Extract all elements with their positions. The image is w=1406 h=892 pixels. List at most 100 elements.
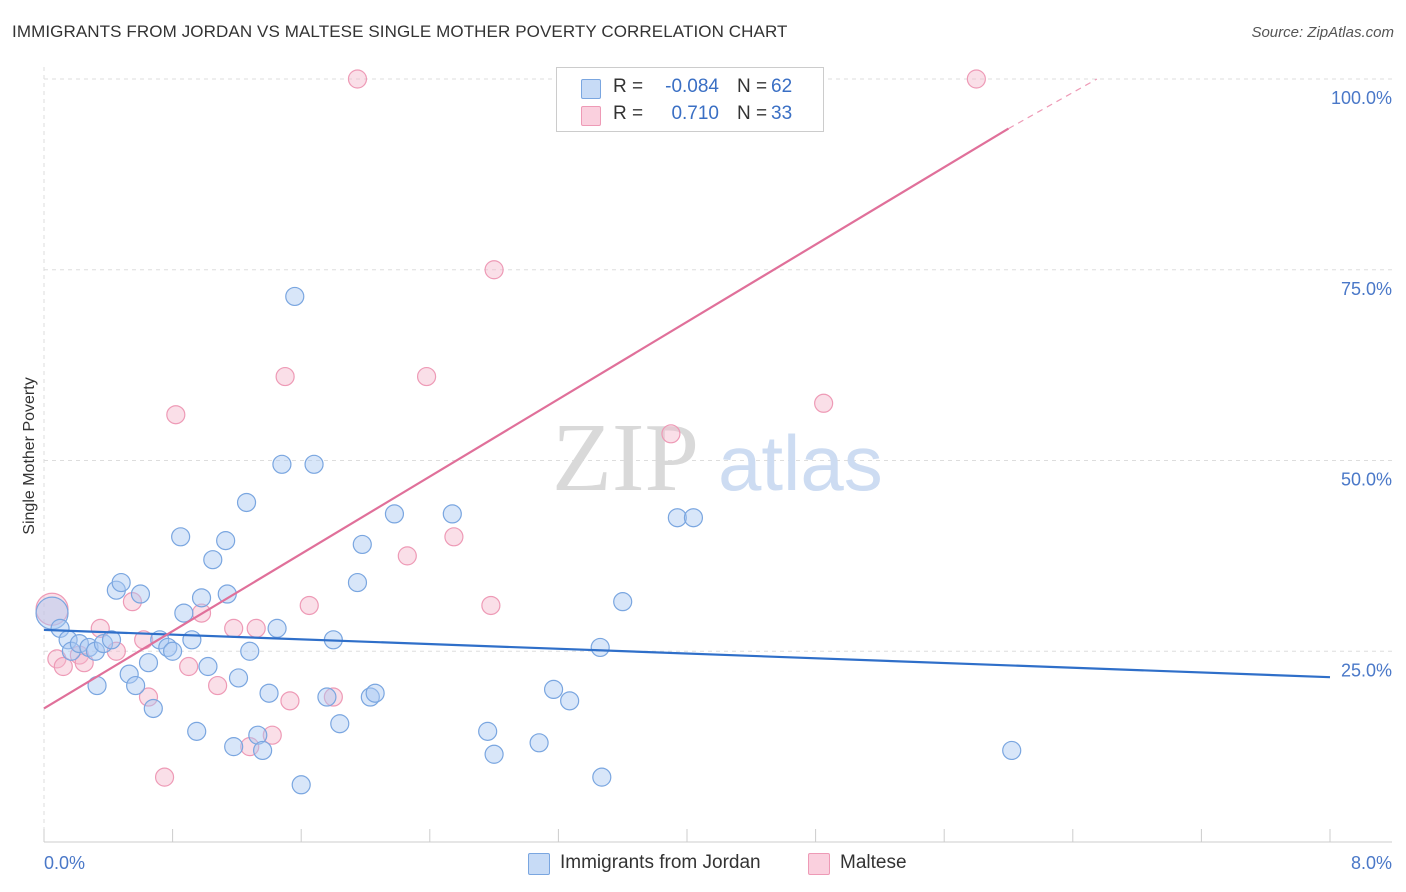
jordan-point xyxy=(590,637,610,658)
jordan-trend-line xyxy=(43,628,1331,679)
legend-swatch-jordan xyxy=(581,79,601,99)
legend-n-label: N = xyxy=(737,76,768,97)
maltese-point xyxy=(481,595,501,616)
jordan-point xyxy=(683,508,704,528)
jordan-point xyxy=(1002,740,1022,761)
jordan-point xyxy=(130,584,151,604)
maltese-point xyxy=(208,675,228,696)
jordan-point xyxy=(613,592,633,612)
maltese-point xyxy=(347,69,368,89)
maltese-point xyxy=(814,393,834,413)
watermark-zip: ZIP xyxy=(552,404,699,512)
jordan-point xyxy=(291,775,311,795)
maltese-point xyxy=(240,737,260,757)
maltese-point xyxy=(661,424,681,444)
maltese-point xyxy=(74,653,94,673)
maltese-point xyxy=(966,69,986,89)
maltese-point xyxy=(138,687,159,707)
legend-r-label: R = xyxy=(613,103,644,124)
maltese-point xyxy=(280,691,300,711)
maltese-point xyxy=(416,366,437,387)
source-label: Source: ZipAtlas.com xyxy=(1251,24,1394,41)
jordan-point xyxy=(240,641,260,661)
watermark-atlas: atlas xyxy=(718,419,883,507)
jordan-point xyxy=(478,721,498,741)
jordan-point xyxy=(182,630,202,650)
jordan-point xyxy=(484,744,504,764)
jordan-point xyxy=(347,572,368,593)
jordan-point xyxy=(119,664,139,684)
legend-row-maltese: R = 0.710 N = 33 xyxy=(557,100,823,128)
maltese-trend-line xyxy=(43,127,1010,710)
bottom-legend-maltese: Maltese xyxy=(808,851,928,877)
jordan-point xyxy=(163,641,183,661)
maltese-point xyxy=(444,527,464,547)
jordan-point xyxy=(365,683,385,703)
jordan-point xyxy=(248,725,268,745)
jordan-point xyxy=(111,572,131,593)
jordan-point xyxy=(267,618,287,638)
legend-n-label: N = xyxy=(737,103,768,124)
jordan-point xyxy=(560,691,580,711)
jordan-point xyxy=(352,534,372,555)
jordan-point xyxy=(529,733,549,753)
maltese-point xyxy=(154,767,175,787)
x-tick-marks xyxy=(43,829,1331,842)
maltese-point xyxy=(275,366,295,387)
bottom-legend-swatch-jordan xyxy=(528,853,550,875)
jordan-point xyxy=(126,675,146,696)
maltese-point xyxy=(323,687,343,707)
maltese-trend-extension xyxy=(1008,78,1098,130)
maltese-point xyxy=(246,618,266,638)
y-tick-label-25: 25.0% xyxy=(1341,660,1392,680)
jordan-point xyxy=(253,740,273,761)
legend-row-jordan: R = -0.084 N = 62 xyxy=(557,73,823,101)
jordan-point xyxy=(592,767,612,787)
maltese-point xyxy=(166,405,186,425)
jordan-point xyxy=(272,454,292,474)
jordan-point xyxy=(317,687,337,707)
jordan-point xyxy=(216,531,236,551)
legend-n-value-maltese: 33 xyxy=(771,103,793,124)
jordan-point xyxy=(187,721,207,741)
jordan-points xyxy=(35,286,1022,795)
jordan-point xyxy=(191,588,212,608)
bottom-legend-label-jordan: Immigrants from Jordan xyxy=(560,852,761,873)
jordan-point xyxy=(236,492,257,513)
x-tick-label-right: 8.0% xyxy=(1351,853,1392,873)
maltese-point xyxy=(262,725,282,745)
y-tick-label-100: 100.0% xyxy=(1331,88,1392,108)
legend-n-value-jordan: 62 xyxy=(771,76,793,97)
jordan-point xyxy=(384,504,405,524)
y-axis-label: Single Mother Poverty xyxy=(21,377,38,534)
jordan-point xyxy=(304,454,324,474)
jordan-point xyxy=(198,656,218,677)
jordan-point xyxy=(203,550,223,570)
jordan-point xyxy=(50,618,70,638)
jordan-point xyxy=(224,737,244,757)
legend-r-value-maltese: 0.710 xyxy=(671,103,719,124)
maltese-point xyxy=(397,546,417,566)
jordan-point xyxy=(101,630,122,650)
gridlines xyxy=(43,67,1392,842)
jordan-point xyxy=(285,286,305,307)
jordan-point xyxy=(667,508,687,528)
maltese-point xyxy=(224,618,244,638)
maltese-point xyxy=(53,656,73,677)
jordan-point xyxy=(69,634,89,654)
legend-r-value-jordan: -0.084 xyxy=(665,76,719,97)
bottom-legend-jordan: Immigrants from Jordan xyxy=(528,851,788,877)
legend-swatch-maltese xyxy=(581,106,601,126)
maltese-point xyxy=(179,656,199,677)
y-tick-labels: 25.0% 50.0% 75.0% 100.0% xyxy=(1331,88,1392,680)
jordan-point xyxy=(442,504,462,524)
jordan-point xyxy=(174,603,194,623)
jordan-point xyxy=(330,714,350,734)
bottom-legend-swatch-maltese xyxy=(808,853,830,875)
jordan-point xyxy=(85,641,106,661)
stats-legend: R = -0.084 N = 62 R = 0.710 N = 33 xyxy=(556,67,824,132)
y-tick-label-75: 75.0% xyxy=(1341,279,1392,299)
jordan-point xyxy=(143,698,163,719)
trend-lines xyxy=(43,78,1331,710)
